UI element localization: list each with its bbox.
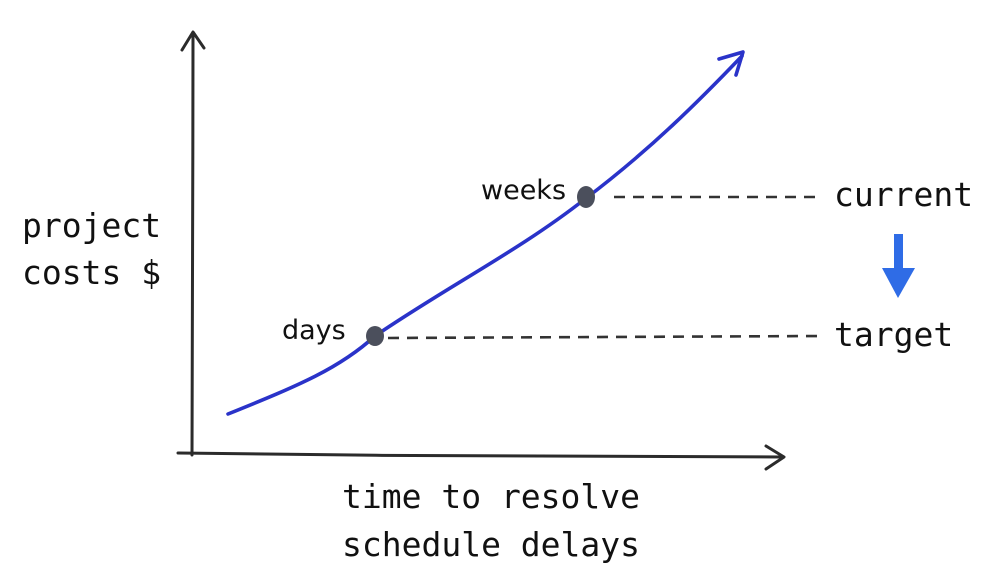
current-label: current <box>834 175 973 214</box>
x-axis-arrowhead <box>764 444 786 471</box>
cost-curve-arrowhead <box>717 50 745 77</box>
weeks-point <box>577 186 595 208</box>
cost-curve <box>226 54 744 416</box>
y-axis-label-line-2: costs $ <box>22 253 161 292</box>
y-axis-arrowhead <box>180 30 206 52</box>
y-axis-label-line-1: project <box>22 206 161 245</box>
x-axis-label-line-2: schedule delays <box>342 525 640 564</box>
down-arrow-head-icon <box>882 268 915 298</box>
weeks-label: weeks <box>481 175 566 206</box>
target-level-line <box>387 334 823 340</box>
days-point <box>366 326 384 346</box>
y-axis <box>190 34 195 457</box>
target-label: target <box>834 315 953 354</box>
x-axis <box>176 451 784 459</box>
down-arrow-shaft <box>894 234 903 270</box>
x-axis-label-line-1: time to resolve <box>342 477 640 516</box>
days-label: days <box>282 315 346 346</box>
